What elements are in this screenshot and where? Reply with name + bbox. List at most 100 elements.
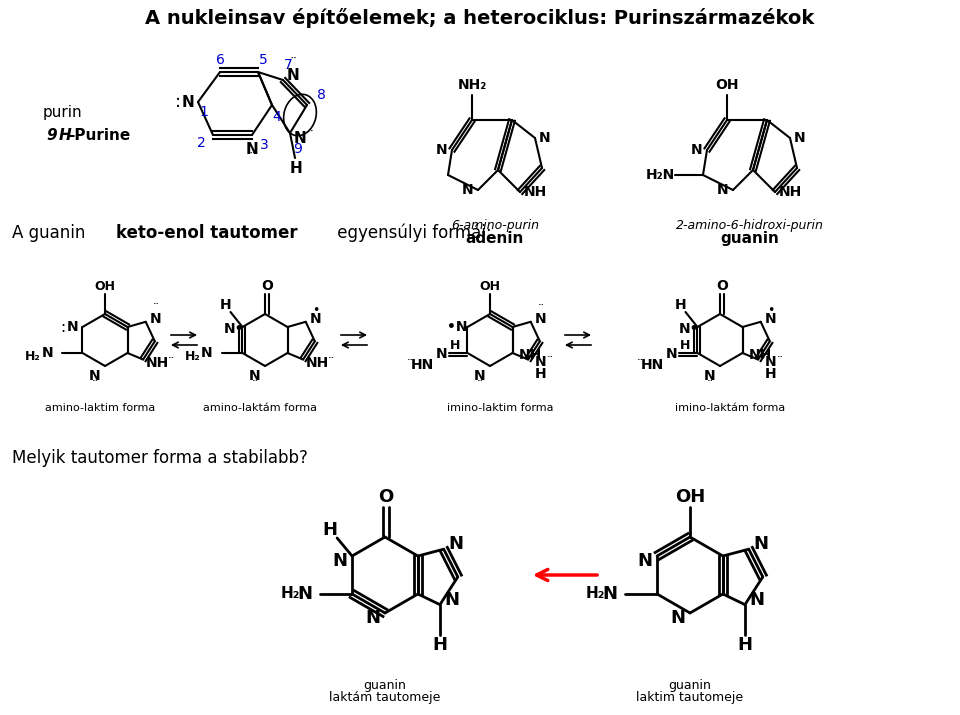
Text: NH: NH: [779, 185, 802, 199]
Text: N: N: [444, 591, 460, 608]
Text: N: N: [665, 347, 678, 361]
Text: N: N: [298, 585, 313, 603]
Text: H₂: H₂: [586, 586, 605, 601]
Text: N: N: [150, 312, 161, 326]
Text: N: N: [332, 552, 348, 570]
Text: N: N: [670, 609, 685, 627]
Text: HN: HN: [411, 358, 434, 372]
Text: guanin: guanin: [668, 679, 711, 691]
Text: •: •: [312, 305, 320, 317]
Text: OH: OH: [94, 280, 115, 292]
Text: OH: OH: [675, 488, 706, 506]
Text: ¨: ¨: [168, 356, 175, 369]
Text: amino-laktám forma: amino-laktám forma: [203, 403, 317, 413]
Text: H: H: [290, 160, 302, 175]
Text: ¨: ¨: [538, 303, 544, 316]
Text: ¨: ¨: [249, 153, 255, 167]
Text: N: N: [66, 320, 79, 334]
Text: O: O: [378, 488, 394, 506]
Text: N•: N•: [225, 322, 245, 336]
Text: 6: 6: [216, 53, 225, 67]
Text: N: N: [794, 131, 805, 145]
Text: guanin: guanin: [364, 679, 406, 691]
Text: N: N: [603, 585, 617, 603]
Text: H₂N: H₂N: [645, 168, 675, 182]
Text: -Purine: -Purine: [68, 127, 131, 142]
Text: :: :: [60, 320, 65, 335]
Text: OH: OH: [715, 78, 739, 92]
Text: ¨: ¨: [328, 356, 334, 369]
Text: N: N: [637, 552, 653, 570]
Text: H: H: [220, 298, 231, 312]
Text: 8: 8: [317, 88, 325, 102]
Text: N: N: [448, 535, 464, 553]
Text: ¨: ¨: [777, 355, 783, 368]
Text: N: N: [535, 355, 546, 368]
Text: 6-amino-purin: 6-amino-purin: [451, 219, 539, 232]
Text: N: N: [201, 346, 212, 360]
Text: N: N: [366, 609, 380, 627]
Text: A guanin: A guanin: [12, 224, 90, 242]
Text: 1: 1: [200, 105, 208, 119]
Text: 3: 3: [259, 138, 269, 152]
Text: H: H: [764, 367, 776, 380]
Text: 4: 4: [273, 110, 281, 124]
Text: 2: 2: [197, 136, 205, 150]
Text: •: •: [767, 305, 775, 317]
Text: O: O: [716, 279, 728, 293]
Text: H: H: [432, 636, 447, 654]
Text: N: N: [540, 131, 551, 145]
Text: N: N: [765, 312, 777, 326]
Text: N: N: [89, 369, 101, 383]
Text: N: N: [705, 369, 716, 383]
Text: guanin: guanin: [721, 230, 780, 245]
Text: ¨: ¨: [290, 58, 297, 72]
Text: N: N: [181, 94, 194, 109]
Text: NH: NH: [146, 355, 169, 370]
Text: •N: •N: [447, 320, 468, 334]
Text: N: N: [287, 67, 300, 82]
Text: H₂: H₂: [280, 586, 300, 601]
Text: N: N: [750, 591, 764, 608]
Text: amino-laktim forma: amino-laktim forma: [45, 403, 156, 413]
Text: 7: 7: [283, 58, 293, 72]
Text: NH: NH: [523, 185, 546, 199]
Text: NH₂: NH₂: [457, 78, 487, 92]
Text: A nukleinsav építőelemek; a heterociklus: Purinszármazékok: A nukleinsav építőelemek; a heterociklus…: [145, 8, 815, 28]
Text: laktám tautomeje: laktám tautomeje: [329, 691, 441, 704]
Text: N: N: [535, 312, 546, 326]
Text: N: N: [474, 369, 486, 383]
Text: NH: NH: [749, 347, 772, 362]
Text: ¨: ¨: [153, 302, 158, 315]
Text: N•: N•: [680, 322, 700, 336]
Text: OH: OH: [479, 280, 500, 292]
Text: ¨: ¨: [547, 355, 553, 368]
Text: imino-laktim forma: imino-laktim forma: [446, 403, 553, 413]
Text: N: N: [310, 312, 322, 326]
Text: ¨: ¨: [707, 380, 713, 393]
Text: :: :: [175, 93, 181, 111]
Text: 5: 5: [258, 53, 268, 67]
Text: N: N: [764, 355, 776, 368]
Text: ¨: ¨: [477, 380, 483, 393]
Text: adenin: adenin: [466, 230, 524, 245]
Text: keto-enol tautomer: keto-enol tautomer: [116, 224, 298, 242]
Text: N: N: [754, 535, 768, 553]
Text: H: H: [59, 127, 72, 142]
Text: ¨: ¨: [636, 358, 642, 372]
Text: 9: 9: [294, 142, 302, 156]
Text: Melyik tautomer forma a stabilabb?: Melyik tautomer forma a stabilabb?: [12, 449, 308, 467]
Text: purin: purin: [42, 104, 82, 119]
Text: N: N: [462, 183, 474, 197]
Text: N: N: [250, 369, 261, 383]
Text: H: H: [535, 367, 546, 380]
Text: H: H: [681, 338, 690, 352]
Text: ¨: ¨: [406, 358, 413, 372]
Text: ¨: ¨: [306, 131, 314, 145]
Text: O: O: [261, 279, 273, 293]
Text: H: H: [675, 298, 686, 312]
Text: egyensúlyi formái:: egyensúlyi formái:: [332, 224, 492, 242]
Text: imino-laktám forma: imino-laktám forma: [675, 403, 785, 413]
Text: ¨: ¨: [252, 380, 258, 393]
Text: 2-amino-6-hidroxi-purin: 2-amino-6-hidroxi-purin: [676, 219, 824, 232]
